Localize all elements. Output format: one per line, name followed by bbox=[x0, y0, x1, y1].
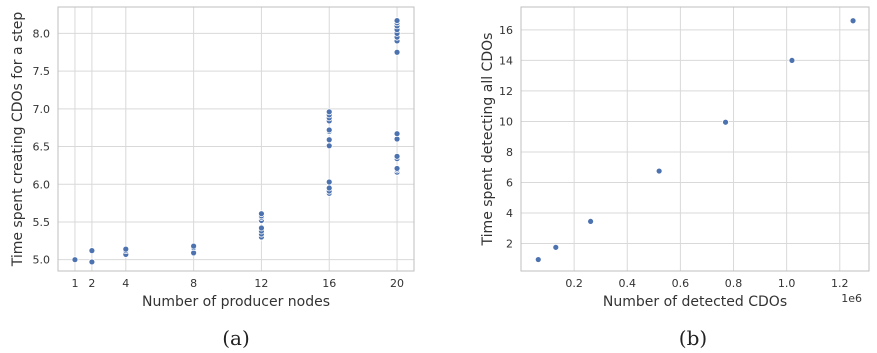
data-point bbox=[258, 224, 265, 232]
y-tick-label: 8 bbox=[506, 146, 513, 159]
points-b bbox=[534, 17, 857, 263]
caption-a: (a) bbox=[222, 326, 250, 350]
data-point bbox=[325, 126, 333, 134]
data-point bbox=[849, 17, 857, 25]
plot-frame-b bbox=[520, 6, 870, 272]
x-axis-offset-label-b: 1e6 bbox=[841, 292, 862, 305]
points-a bbox=[71, 17, 401, 266]
y-tick-label: 6 bbox=[506, 176, 513, 189]
y-axis-label-a: Time spent creating CDOs for a step bbox=[10, 12, 26, 268]
data-point bbox=[393, 17, 401, 24]
data-point bbox=[325, 108, 333, 116]
x-tick-label: 12 bbox=[254, 277, 268, 290]
caption-b: (b) bbox=[679, 326, 707, 350]
data-point bbox=[325, 142, 333, 150]
data-point bbox=[534, 256, 542, 263]
scatter-panel-a: 1 2 4 8 12 16 20 5.0 5.5 6.0 6.5 7.0 7.5 8.0 Number o… bbox=[10, 6, 415, 350]
tick-labels-a: 1 2 4 8 12 16 20 5.0 5.5 6.0 6.5 7.0 7.5 8.0 bbox=[33, 27, 405, 290]
y-tick-label: 5.5 bbox=[33, 216, 51, 229]
data-point bbox=[258, 210, 265, 218]
y-tick-label: 4 bbox=[506, 207, 513, 220]
x-tick-label: 20 bbox=[390, 277, 404, 290]
data-point bbox=[325, 184, 333, 192]
data-point bbox=[393, 152, 401, 160]
data-point bbox=[190, 242, 198, 250]
y-tick-label: 6.5 bbox=[33, 141, 51, 154]
x-tick-label: 8 bbox=[190, 277, 197, 290]
y-tick-label: 16 bbox=[499, 24, 513, 37]
y-tick-label: 12 bbox=[499, 85, 513, 98]
x-tick-label: 0.2 bbox=[565, 277, 583, 290]
data-point bbox=[325, 178, 333, 186]
data-point bbox=[722, 118, 729, 126]
x-tick-label: 2 bbox=[88, 277, 95, 290]
x-tick-label: 1.2 bbox=[831, 277, 849, 290]
x-tick-label: 1 bbox=[71, 277, 78, 290]
x-tick-label: 1.0 bbox=[778, 277, 796, 290]
y-tick-label: 6.0 bbox=[33, 178, 51, 191]
y-tick-label: 8.0 bbox=[33, 27, 51, 40]
data-point bbox=[552, 243, 560, 251]
data-point bbox=[325, 136, 333, 144]
y-tick-label: 14 bbox=[499, 54, 513, 67]
x-tick-label: 4 bbox=[122, 277, 129, 290]
x-tick-label: 0.8 bbox=[725, 277, 743, 290]
y-tick-label: 5.0 bbox=[33, 254, 51, 267]
data-point bbox=[655, 167, 663, 175]
y-tick-label: 7.5 bbox=[33, 65, 51, 78]
data-point bbox=[788, 57, 796, 64]
y-tick-label: 7.0 bbox=[33, 103, 51, 116]
data-point bbox=[88, 247, 96, 255]
data-point bbox=[88, 258, 96, 266]
data-point bbox=[393, 130, 401, 138]
y-tick-label: 2 bbox=[506, 238, 513, 251]
tick-labels-b: 0.2 0.4 0.6 0.8 1.0 1.2 2 4 6 8 10 12 14 16 bbox=[499, 24, 849, 290]
x-tick-label: 0.4 bbox=[619, 277, 637, 290]
y-axis-label-b: Time spent detecting all CDOs bbox=[480, 33, 496, 247]
data-point bbox=[393, 48, 401, 56]
plot-frame-a bbox=[57, 6, 415, 272]
x-tick-label: 16 bbox=[322, 277, 336, 290]
gridlines-b bbox=[521, 7, 869, 271]
x-tick-label: 0.6 bbox=[672, 277, 690, 290]
scatter-panel-b: 0.2 0.4 0.6 0.8 1.0 1.2 2 4 6 8 10 12 14 16 1e6 Numbe… bbox=[480, 6, 870, 350]
y-tick-label: 10 bbox=[499, 115, 513, 128]
data-point bbox=[587, 218, 594, 225]
x-axis-label-b: Number of detected CDOs bbox=[603, 294, 787, 310]
data-point bbox=[71, 256, 79, 264]
data-point bbox=[393, 165, 401, 172]
data-point bbox=[122, 245, 130, 253]
x-axis-label-a: Number of producer nodes bbox=[142, 294, 330, 310]
gridlines-a bbox=[58, 7, 414, 271]
